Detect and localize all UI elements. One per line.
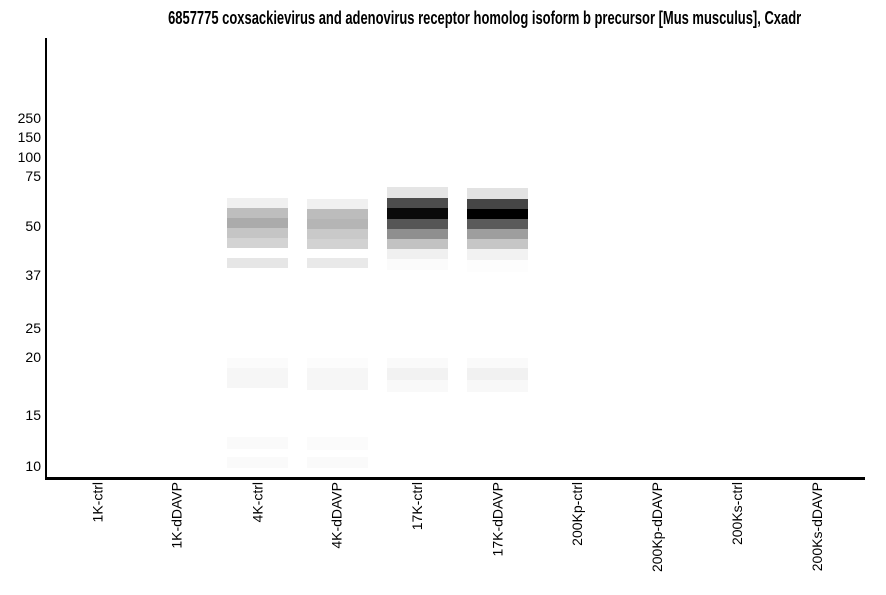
band-stripe [306,457,368,468]
lane-label-200Kp-ctrl: 200Kp-ctrl [569,482,585,546]
band-stripe [226,368,288,388]
chart-title-text: 6857775 coxsackievirus and adenovirus re… [168,8,802,28]
band-stripe [466,239,528,249]
band-stripe [386,358,448,368]
y-tick-label-100: 100 [17,149,41,165]
band-stripe [306,258,368,268]
band-stripe [386,219,448,229]
band-stripe [386,208,448,219]
band-stripe [226,198,288,208]
lane-label-200Kp-dDAVP: 200Kp-dDAVP [649,482,665,573]
y-tick-label-15: 15 [25,407,41,423]
band-stripe [226,208,288,218]
band-stripe [466,209,528,219]
band-stripe [386,229,448,239]
lane-label-4K-dDAVP: 4K-dDAVP [329,482,345,549]
band-stripe [306,199,368,209]
x-axis-line [45,477,865,480]
lane-label-200Ks-dDAVP: 200Ks-dDAVP [809,482,825,572]
band-stripe [306,239,368,249]
band-stripe [306,368,368,390]
band-stripe [386,249,448,259]
chart-title: 6857775 coxsackievirus and adenovirus re… [45,8,865,30]
band-stripe [466,260,528,272]
band-stripe [226,228,288,238]
lane-label-4K-ctrl: 4K-ctrl [249,482,265,523]
band-stripe [306,358,368,368]
y-axis-line [45,38,47,480]
band-stripe [386,239,448,249]
band-stripe [466,249,528,260]
band-stripe [466,380,528,392]
band-stripe [226,238,288,248]
band-stripe [306,219,368,229]
lane-label-1K-ctrl: 1K-ctrl [89,482,105,523]
y-tick-label-250: 250 [17,110,41,126]
band-stripe [306,437,368,450]
band-stripe [386,368,448,380]
band-stripe [466,199,528,209]
y-tick-label-50: 50 [25,218,41,234]
y-tick-label-20: 20 [25,349,41,365]
band-stripe [226,437,288,449]
band-stripe [386,380,448,392]
lane-label-17K-ctrl: 17K-ctrl [409,482,425,531]
band-stripe [466,219,528,229]
band-stripe [466,358,528,368]
band-stripe [226,258,288,268]
band-stripe [386,187,448,198]
band-stripe [386,198,448,208]
band-stripe [226,218,288,228]
y-tick-label-25: 25 [25,320,41,336]
y-tick-label-37: 37 [25,267,41,283]
lane-label-17K-dDAVP: 17K-dDAVP [489,482,505,557]
lane-label-200Ks-ctrl: 200Ks-ctrl [729,482,745,546]
band-stripe [306,229,368,239]
band-stripe [226,358,288,368]
y-tick-label-150: 150 [17,129,41,145]
band-stripe [466,188,528,199]
lane-label-1K-dDAVP: 1K-dDAVP [169,482,185,549]
band-stripe [386,259,448,270]
band-stripe [466,368,528,380]
y-tick-label-75: 75 [25,168,41,184]
band-stripe [466,229,528,239]
band-stripe [226,457,288,468]
band-stripe [306,209,368,219]
y-tick-label-10: 10 [25,458,41,474]
